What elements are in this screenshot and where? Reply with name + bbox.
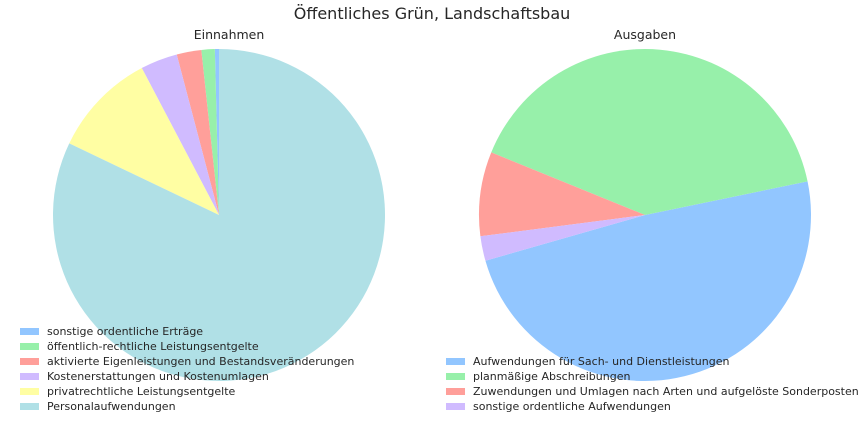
legend-label: privatrechtliche Leistungsentgelte bbox=[47, 385, 236, 398]
pie-slice bbox=[485, 181, 811, 381]
legend-swatch bbox=[20, 328, 39, 335]
legend-label: sonstige ordentliche Aufwendungen bbox=[473, 400, 671, 413]
legend-swatch bbox=[446, 358, 465, 365]
legend-label: öffentlich-rechtliche Leistungsentgelte bbox=[47, 340, 259, 353]
legend-label: Personalaufwendungen bbox=[47, 400, 176, 413]
pie-slice bbox=[491, 49, 808, 215]
legend-swatch bbox=[20, 343, 39, 350]
legend-swatch bbox=[20, 373, 39, 380]
pie-slice bbox=[214, 48, 219, 216]
legend-label: Kostenerstattungen und Kostenumlagen bbox=[47, 370, 269, 383]
legend-item: planmäßige Abschreibungen bbox=[446, 369, 859, 384]
legend-label: Zuwendungen und Umlagen nach Arten und a… bbox=[473, 385, 859, 398]
legend-einnahmen: sonstige ordentliche Erträge öffentlich-r… bbox=[20, 324, 354, 414]
legend-swatch bbox=[20, 358, 39, 365]
legend-item: aktivierte Eigenleistungen und Bestandsv… bbox=[20, 354, 354, 369]
pie-title-einnahmen: Einnahmen bbox=[193, 27, 265, 42]
pie-title-ausgaben: Ausgaben bbox=[613, 27, 677, 42]
chart-suptitle: Öffentliches Grün, Landschaftsbau bbox=[293, 4, 571, 23]
legend-label: Aufwendungen für Sach- und Dienstleistun… bbox=[473, 355, 730, 368]
legend-item: Zuwendungen und Umlagen nach Arten und a… bbox=[446, 384, 859, 399]
legend-item: Kostenerstattungen und Kostenumlagen bbox=[20, 369, 354, 384]
legend-label: planmäßige Abschreibungen bbox=[473, 370, 631, 383]
legend-item: Personalaufwendungen bbox=[20, 399, 354, 414]
pie-slice bbox=[479, 152, 645, 237]
pie-slice bbox=[141, 54, 219, 216]
legend-swatch bbox=[446, 373, 465, 380]
legend-swatch bbox=[446, 403, 465, 410]
pie-slice bbox=[176, 49, 219, 216]
legend-ausgaben: Aufwendungen für Sach- und Dienstleistun… bbox=[446, 354, 859, 414]
pie-slice bbox=[480, 215, 645, 261]
legend-swatch bbox=[20, 403, 39, 410]
pie-slice bbox=[201, 49, 219, 215]
legend-item: Aufwendungen für Sach- und Dienstleistun… bbox=[446, 354, 859, 369]
legend-item: öffentlich-rechtliche Leistungsentgelte bbox=[20, 339, 354, 354]
legend-swatch bbox=[20, 388, 39, 395]
legend-label: sonstige ordentliche Erträge bbox=[47, 325, 204, 338]
pie-slice bbox=[53, 48, 386, 381]
legend-swatch bbox=[446, 388, 465, 395]
legend-item: privatrechtliche Leistungsentgelte bbox=[20, 384, 354, 399]
pie-slice bbox=[69, 68, 219, 215]
legend-item: sonstige ordentliche Erträge bbox=[20, 324, 354, 339]
legend-item: sonstige ordentliche Aufwendungen bbox=[446, 399, 859, 414]
legend-label: aktivierte Eigenleistungen und Bestandsv… bbox=[47, 355, 355, 368]
